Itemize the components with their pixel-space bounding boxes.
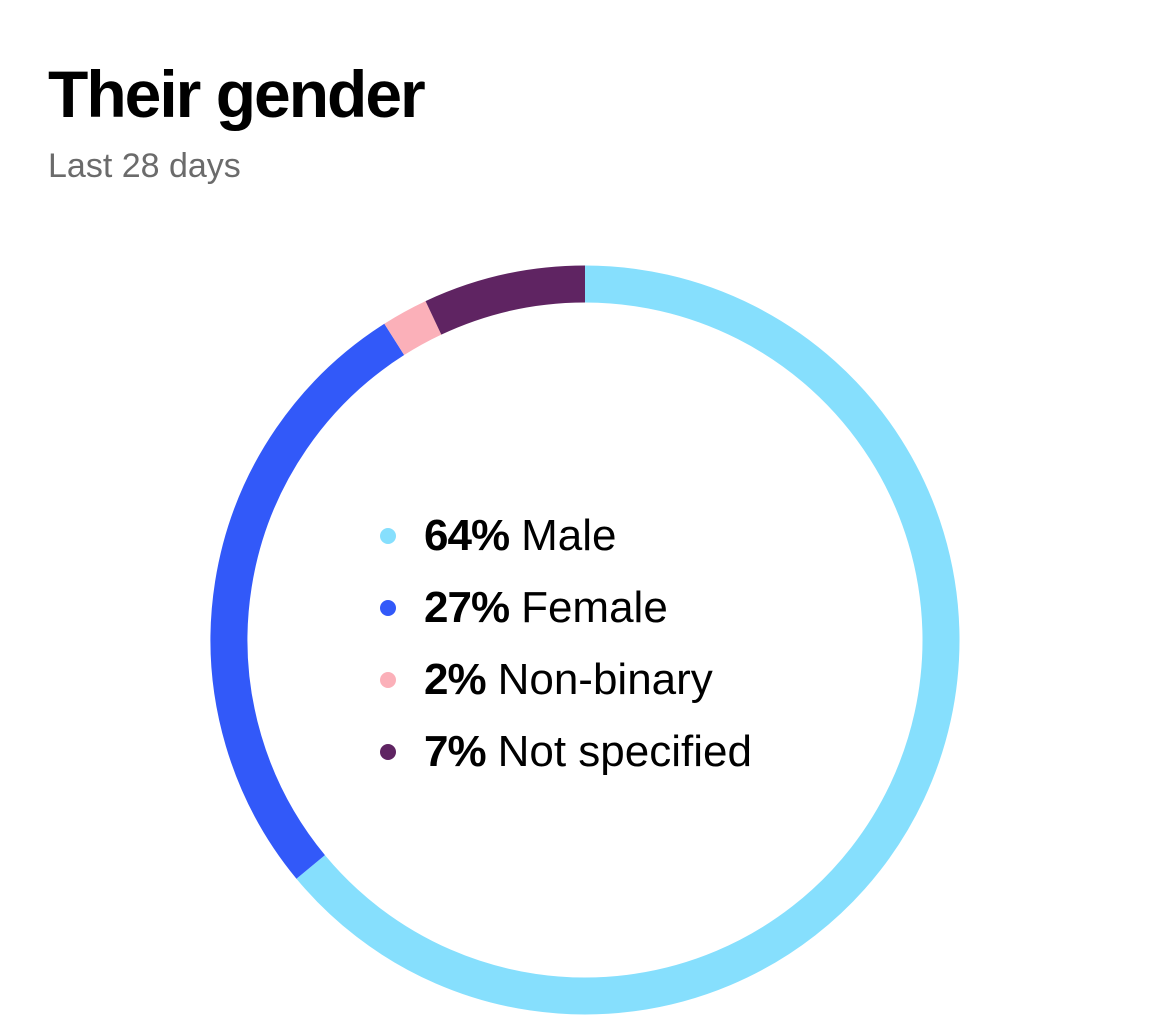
chart-title: Their gender xyxy=(48,57,426,131)
legend-dot-icon xyxy=(380,744,396,760)
legend-label: Female xyxy=(521,583,668,632)
legend-percent: 64% xyxy=(424,511,510,560)
donut-slice-not-specified xyxy=(425,265,586,335)
donut-slice-non-binary xyxy=(384,301,442,356)
legend-label: Non-binary xyxy=(497,655,713,704)
legend-item-female: 27% Female xyxy=(380,572,752,644)
legend-item-not-specified: 7% Not specified xyxy=(380,716,752,788)
legend-dot-icon xyxy=(380,528,396,544)
legend-dot-icon xyxy=(380,672,396,688)
legend-item-non-binary: 2% Non-binary xyxy=(380,644,752,716)
legend-item-male: 64% Male xyxy=(380,500,752,572)
legend-label: Not specified xyxy=(497,727,752,776)
legend-percent: 2% xyxy=(424,655,487,704)
legend-percent: 27% xyxy=(424,583,510,632)
legend-percent: 7% xyxy=(424,727,487,776)
donut-slice-male xyxy=(296,265,960,1015)
chart-subtitle: Last 28 days xyxy=(48,147,241,185)
chart-legend: 64% Male 27% Female 2% Non-binary 7% Not specif… xyxy=(380,500,752,788)
donut-slice-female xyxy=(210,323,405,879)
legend-label: Male xyxy=(521,511,617,560)
legend-dot-icon xyxy=(380,600,396,616)
